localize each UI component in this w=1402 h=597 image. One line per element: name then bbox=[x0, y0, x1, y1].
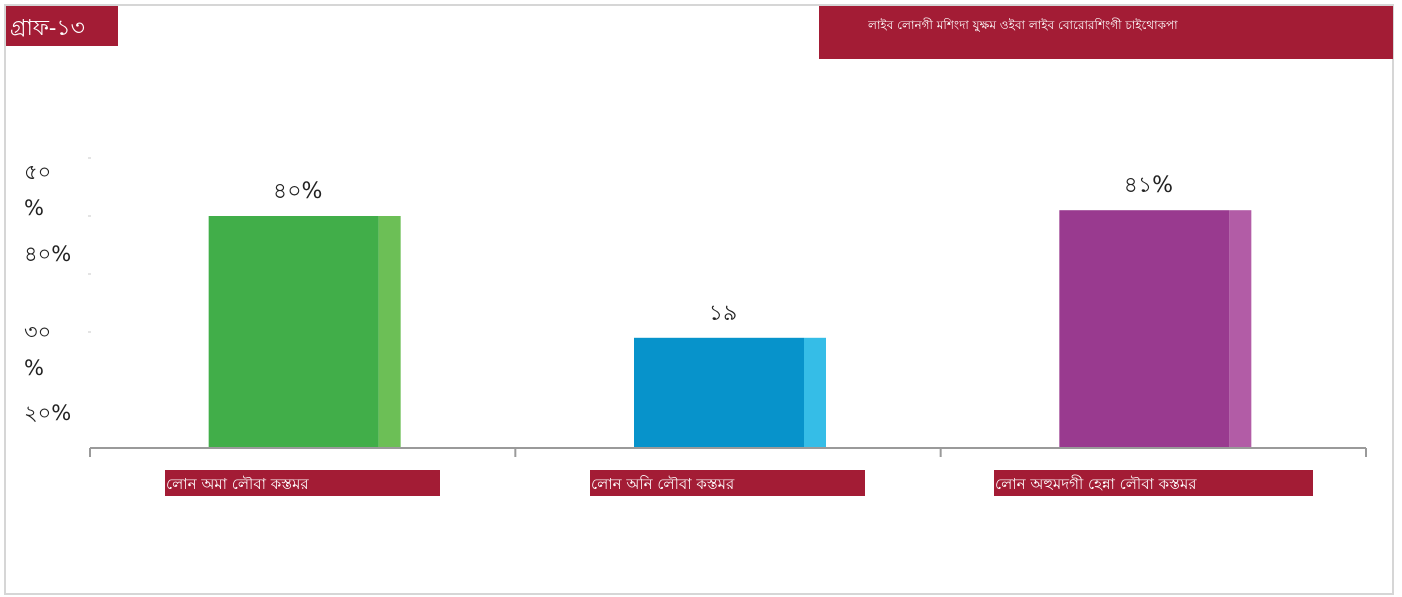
bar-1 bbox=[208, 216, 379, 448]
y-tick-label-1: ২০% bbox=[24, 401, 71, 425]
category-label-2: লোন অনি লৌবা কস্তমর bbox=[590, 470, 865, 496]
bar-3 bbox=[1059, 210, 1230, 448]
bar-value-label-1: ৪০% bbox=[273, 179, 322, 204]
y-tick-label-2: ৩০% bbox=[24, 320, 51, 380]
bar-1-side bbox=[378, 216, 401, 448]
category-label-1: লোন অমা লৌবা কস্তমর bbox=[165, 470, 440, 496]
graph-number-tag: গ্রাফ-১৩ bbox=[6, 6, 118, 46]
chart-title: লাইব লোনগী মশিংদা যুক্ষম ওইবা লাইব বোরোর… bbox=[868, 18, 1178, 32]
y-tick-label-3: ৪০% bbox=[24, 242, 71, 266]
category-label-3: লোন অহুমদগী হেন্না লৌবা কস্তমর bbox=[994, 470, 1313, 496]
bar-value-label-3: ৪১% bbox=[1124, 173, 1173, 198]
bar-3-side bbox=[1229, 210, 1252, 448]
bar-value-label-2: ১৯ bbox=[709, 301, 738, 326]
chart-title-bar bbox=[819, 6, 1393, 59]
bar-2-side bbox=[804, 337, 826, 448]
y-tick-label-4: ৫০% bbox=[24, 160, 51, 220]
bar-2 bbox=[634, 337, 804, 448]
